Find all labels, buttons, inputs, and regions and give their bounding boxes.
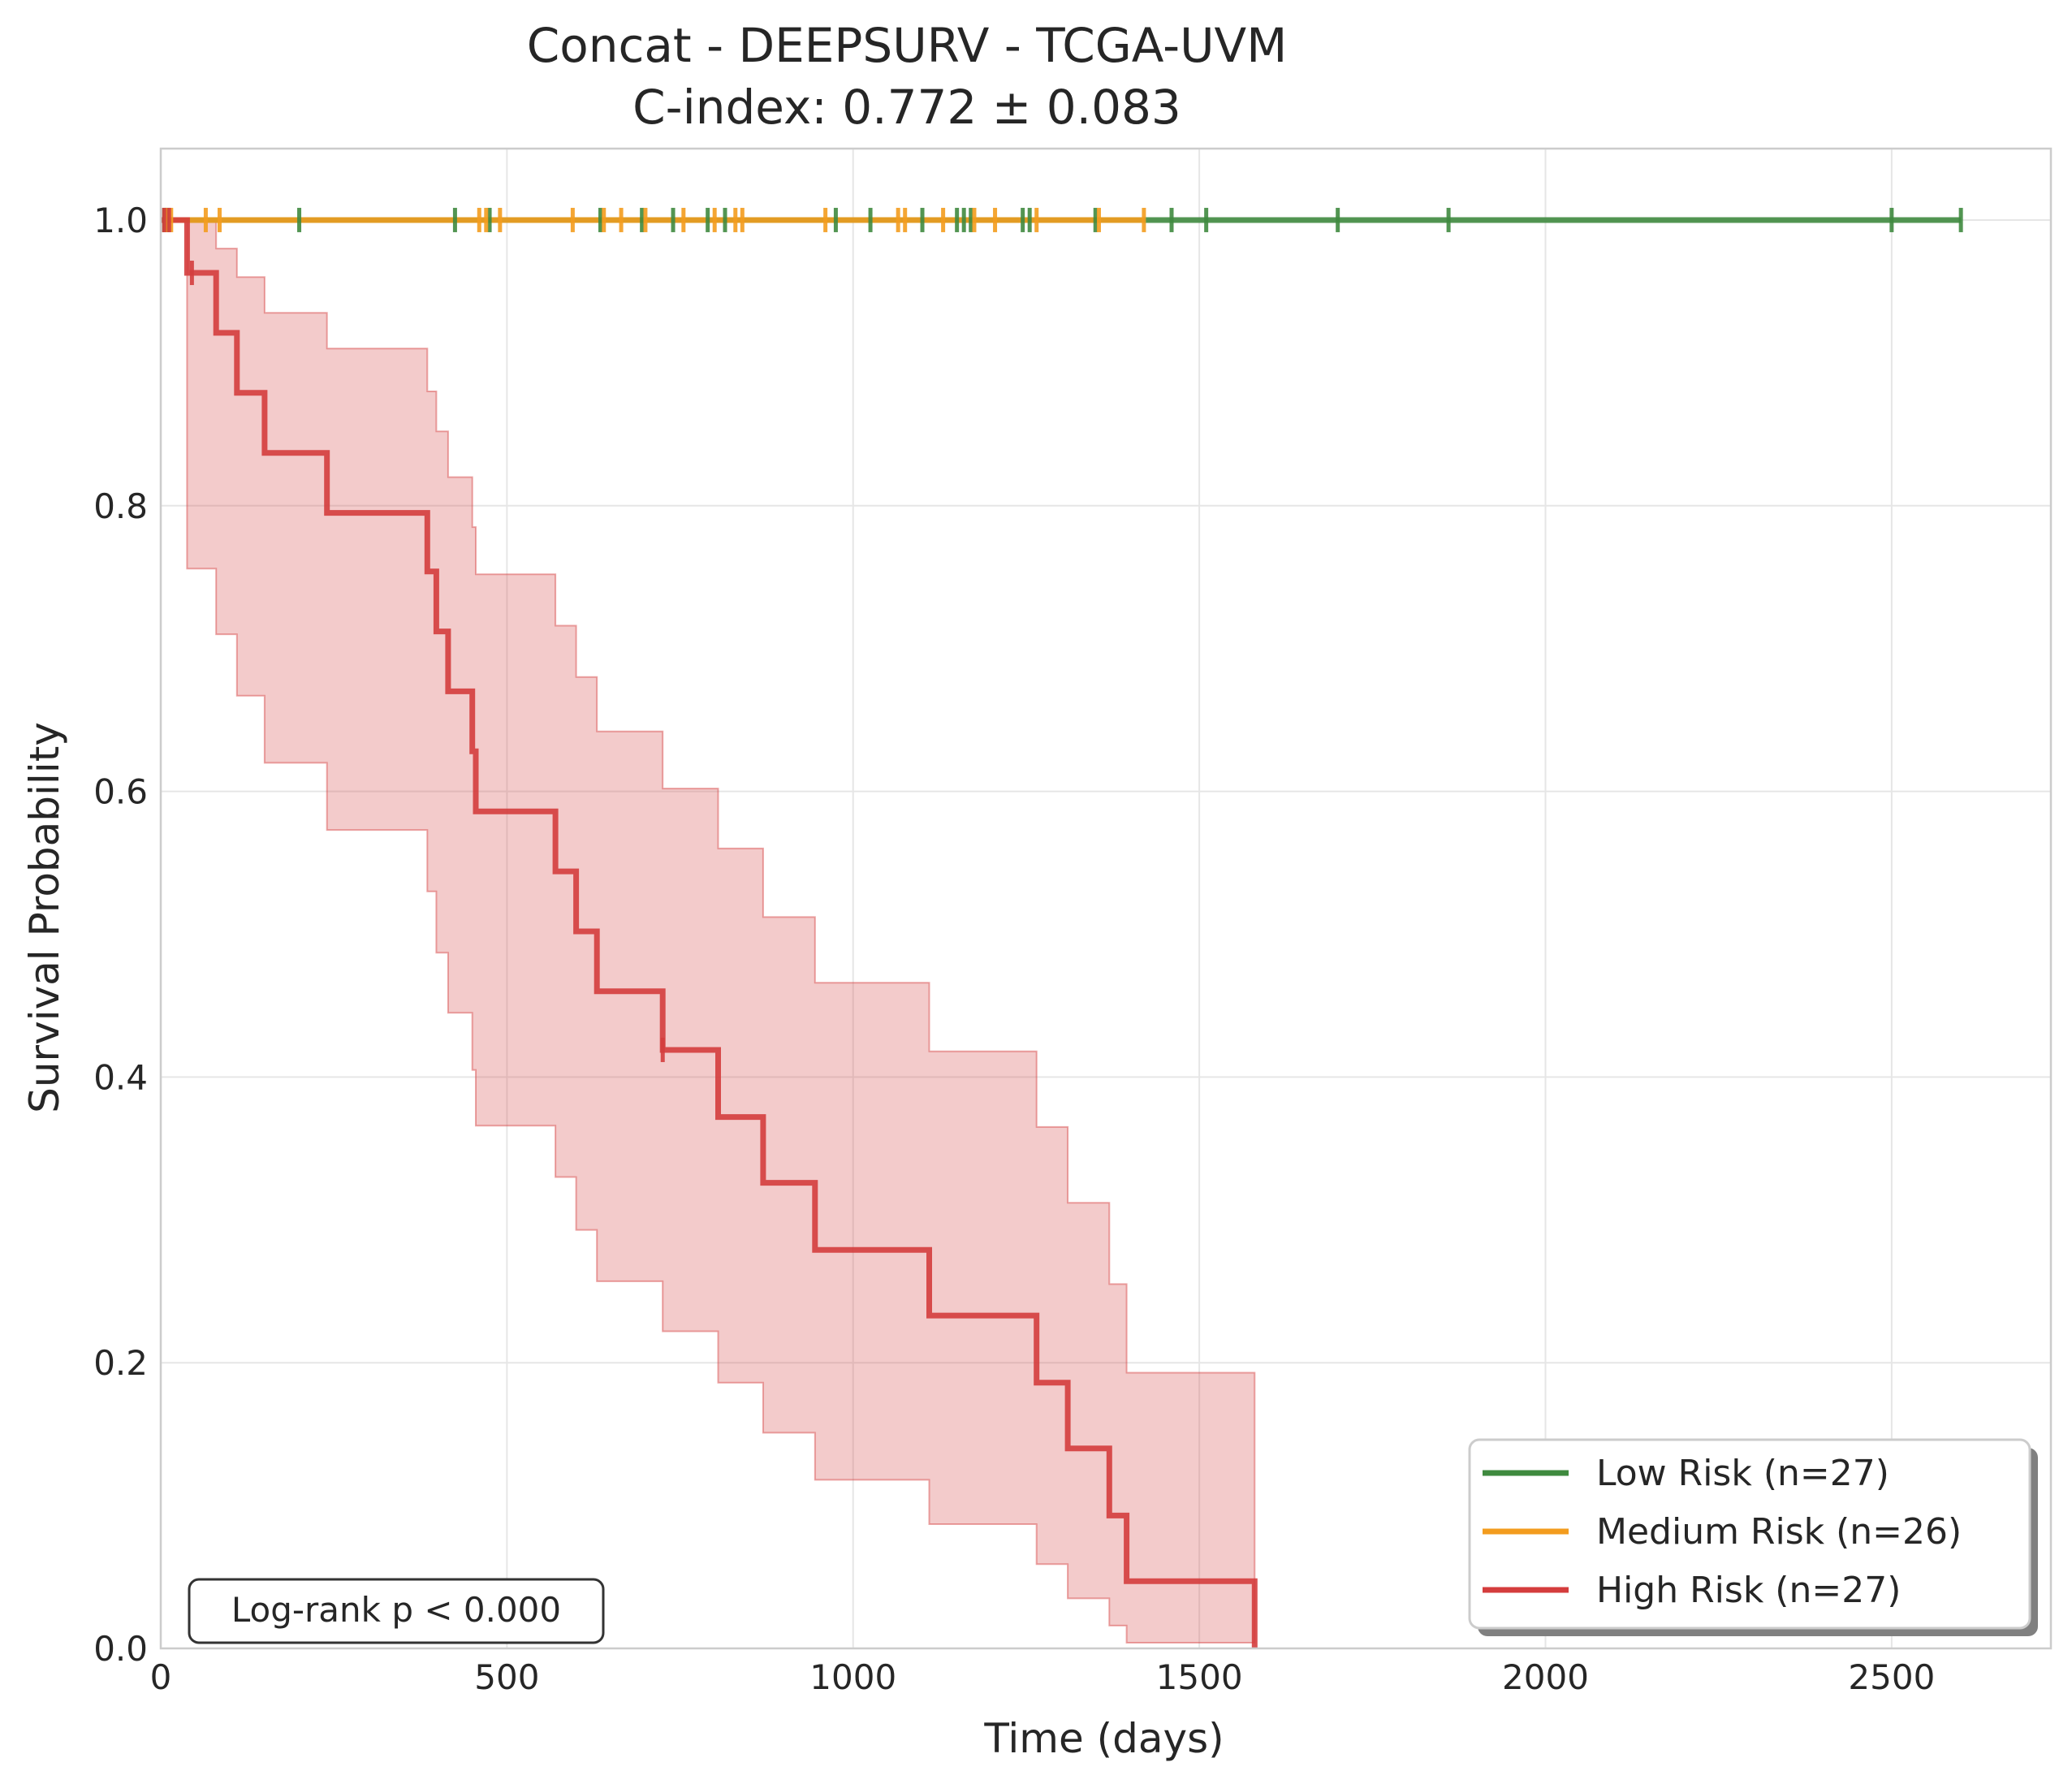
y-tick-label: 0.8 — [93, 486, 148, 526]
y-tick-label: 1.0 — [93, 201, 148, 240]
x-tick-label: 2000 — [1502, 1657, 1589, 1697]
y-tick-label: 0.4 — [93, 1057, 148, 1097]
y-axis-ticks: 0.0 0.2 0.4 0.6 0.8 1.0 — [93, 201, 148, 1669]
legend-label-medium-risk: Medium Risk (n=26) — [1596, 1511, 1962, 1553]
x-tick-label: 0 — [150, 1657, 172, 1697]
x-tick-label: 1500 — [1156, 1657, 1243, 1697]
chart-title-line-2: C-index: 0.772 ± 0.083 — [632, 80, 1181, 135]
legend-label-high-risk: High Risk (n=27) — [1596, 1570, 1901, 1611]
curve-high-risk — [161, 217, 1258, 1648]
plot-frame — [159, 147, 2053, 1650]
y-axis-label: Survival Probability — [21, 722, 68, 1113]
grid-lines — [160, 149, 2051, 1649]
annotation-text: Log-rank p < 0.000 — [231, 1590, 561, 1630]
y-tick-label: 0.6 — [93, 772, 148, 812]
x-axis-ticks: 0 500 1000 1500 2000 2500 — [150, 1657, 1936, 1697]
y-tick-label: 0.2 — [93, 1343, 148, 1383]
x-tick-label: 2500 — [1848, 1657, 1935, 1697]
legend-label-low-risk: Low Risk (n=27) — [1596, 1453, 1889, 1494]
annotation-box — [188, 1578, 605, 1644]
y-tick-label: 0.0 — [93, 1629, 148, 1669]
x-tick-label: 1000 — [809, 1657, 896, 1697]
logrank-annotation: Log-rank p < 0.000 — [188, 1578, 605, 1644]
x-axis-label: Time (days) — [983, 1715, 1224, 1762]
chart-title-line-1: Concat - DEEPSURV - TCGA-UVM — [527, 18, 1288, 73]
x-tick-label: 500 — [474, 1657, 539, 1697]
censor-marks — [162, 207, 1963, 1062]
legend: Low Risk (n=27) Medium Risk (n=26) High … — [1468, 1438, 2038, 1636]
legend-box — [1468, 1438, 2031, 1630]
survival-curves — [161, 217, 1962, 1648]
